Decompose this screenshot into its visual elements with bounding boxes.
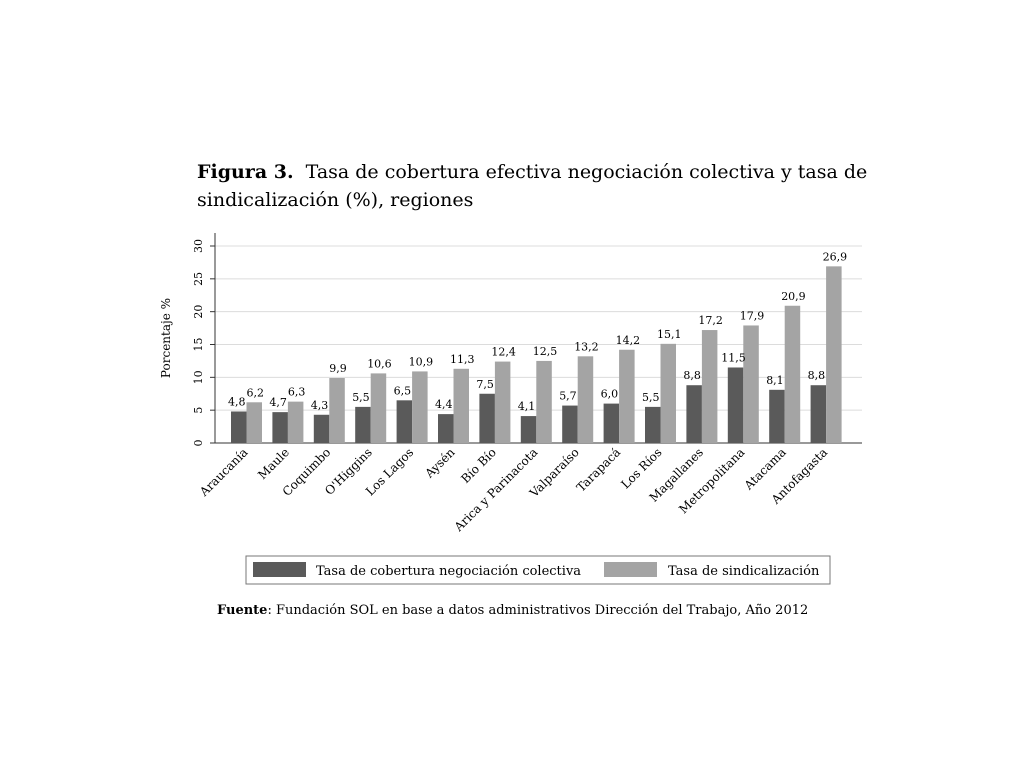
data-label: 7,5 [476, 378, 494, 391]
data-label: 17,2 [698, 314, 723, 327]
data-label: 5,5 [642, 391, 660, 404]
bar [355, 406, 371, 443]
figure-label: Figura 3. [197, 161, 294, 183]
data-label: 8,8 [808, 369, 826, 382]
category-label: Araucanía [196, 445, 250, 499]
category-label: Tarapacá [574, 445, 623, 494]
data-label: 6,0 [601, 388, 619, 401]
data-label: 5,7 [559, 390, 577, 403]
data-label: 11,5 [721, 351, 746, 364]
data-label: 10,9 [409, 355, 434, 368]
data-label: 4,8 [228, 395, 246, 408]
bar [313, 414, 330, 443]
y-tick-label: 25 [192, 272, 205, 286]
bar [329, 377, 345, 443]
bar [479, 393, 495, 443]
bar [231, 411, 247, 443]
data-label: 20,9 [781, 290, 806, 303]
source-text: : Fundación SOL en base a datos administ… [267, 603, 809, 618]
bar [619, 349, 635, 443]
data-label: 10,6 [367, 357, 392, 370]
bar [287, 401, 304, 443]
bar [272, 412, 288, 443]
bar [645, 406, 661, 443]
y-tick-label: 5 [192, 407, 205, 414]
figure-title: Tasa de cobertura efectiva negociación c… [197, 161, 868, 211]
data-label: 6,5 [394, 384, 412, 397]
data-label: 11,3 [450, 353, 475, 366]
bar [438, 414, 454, 443]
legend-label: Tasa de cobertura negociación colectiva [316, 564, 581, 579]
bar [603, 403, 620, 443]
data-label: 9,9 [329, 362, 347, 375]
bar [412, 371, 428, 443]
bar [520, 416, 537, 443]
data-label: 5,5 [352, 391, 370, 404]
data-label: 15,1 [657, 328, 682, 341]
category-label: Bío Bío [458, 445, 499, 486]
bar [826, 266, 842, 443]
legend-swatch [604, 562, 657, 577]
y-tick-label: 0 [192, 440, 205, 447]
data-label: 8,1 [766, 374, 784, 387]
data-label: 8,8 [683, 369, 701, 382]
data-label: 4,7 [269, 396, 287, 409]
bar [562, 405, 578, 443]
legend-label: Tasa de sindicalización [668, 564, 820, 579]
bar [701, 330, 718, 443]
y-tick-label: 30 [192, 239, 205, 253]
data-label: 6,2 [247, 386, 265, 399]
category-label: Maule [255, 445, 292, 482]
figure-caption: Figura 3. Tasa de cobertura efectiva neg… [197, 158, 877, 214]
data-label: 4,1 [518, 400, 536, 413]
data-label: 14,2 [616, 334, 641, 347]
legend-swatch [253, 562, 306, 577]
bar [396, 400, 413, 443]
bar [769, 389, 785, 443]
data-label: 12,4 [491, 346, 516, 359]
bar [743, 325, 759, 443]
data-label: 6,3 [288, 386, 306, 399]
bar-chart: 0 5 10 15 20 25 30 Porcentaje % 4,86,2 4,76,3 4,3… [159, 233, 862, 585]
source-label: Fuente [217, 603, 268, 618]
y-tick-label: 15 [192, 338, 205, 352]
y-tick-label: 20 [192, 305, 205, 319]
bar [494, 361, 511, 443]
bar [660, 343, 676, 443]
legend: Tasa de cobertura negociación colectiva T… [245, 555, 831, 585]
data-label: 26,9 [823, 250, 848, 263]
data-labels: 4,86,2 4,76,3 4,3 9,9 5,5 10,6 6,5 10,9 4,4 11,37… [228, 250, 847, 413]
legend-box [245, 555, 831, 585]
bar [246, 402, 262, 443]
bar [370, 373, 387, 443]
bar [453, 368, 469, 443]
source-note: Fuente: Fundación SOL en base a datos ad… [217, 603, 808, 618]
bar [577, 356, 594, 443]
y-axis-title: Porcentaje % [159, 298, 173, 378]
data-label: 4,4 [435, 398, 453, 411]
data-label: 12,5 [533, 345, 558, 358]
y-tick-label: 10 [192, 370, 205, 384]
bar [784, 305, 801, 443]
bar [727, 367, 744, 443]
data-label: 17,9 [740, 309, 765, 322]
bar [686, 385, 702, 443]
bars [231, 266, 842, 443]
bar [810, 385, 827, 443]
bar [536, 360, 552, 443]
data-label: 4,3 [311, 399, 329, 412]
data-label: 13,2 [574, 340, 599, 353]
category-label: Aysén [422, 445, 458, 481]
